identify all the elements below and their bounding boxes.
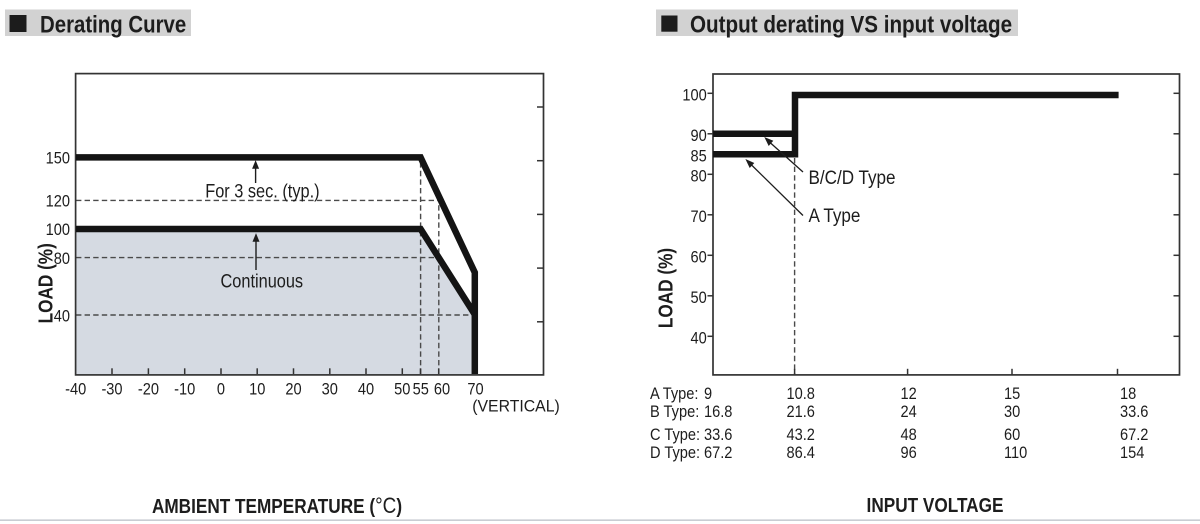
svg-text:A Type:: A Type: bbox=[650, 385, 698, 403]
svg-text:-30: -30 bbox=[101, 381, 122, 399]
svg-text:A Type: A Type bbox=[809, 205, 861, 226]
svg-text:-10: -10 bbox=[174, 381, 195, 399]
svg-text:40: 40 bbox=[358, 381, 374, 399]
svg-text:90: 90 bbox=[690, 127, 706, 145]
svg-text:30: 30 bbox=[322, 381, 338, 399]
svg-text:86.4: 86.4 bbox=[787, 444, 816, 462]
svg-text:40: 40 bbox=[54, 308, 70, 326]
svg-text:Continuous: Continuous bbox=[221, 270, 304, 291]
svg-text:80: 80 bbox=[54, 250, 70, 268]
svg-text:110: 110 bbox=[1004, 444, 1027, 462]
svg-text:10.8: 10.8 bbox=[787, 385, 816, 403]
svg-text:80: 80 bbox=[690, 168, 706, 186]
svg-text:100: 100 bbox=[46, 221, 71, 239]
svg-text:43.2: 43.2 bbox=[787, 426, 816, 444]
svg-text:B/C/D Type: B/C/D Type bbox=[809, 167, 896, 188]
svg-text:12: 12 bbox=[901, 385, 917, 403]
svg-text:LOAD (%): LOAD (%) bbox=[34, 243, 57, 323]
svg-text:70: 70 bbox=[690, 208, 706, 226]
svg-text:60: 60 bbox=[690, 249, 706, 267]
svg-text:50: 50 bbox=[394, 381, 410, 399]
svg-text:INPUT VOLTAGE: INPUT VOLTAGE bbox=[867, 494, 1004, 517]
svg-text:33.6: 33.6 bbox=[1120, 403, 1149, 421]
svg-text:85: 85 bbox=[690, 147, 706, 165]
svg-text:-20: -20 bbox=[138, 381, 159, 399]
svg-text:LOAD (%): LOAD (%) bbox=[654, 248, 677, 328]
svg-text:10: 10 bbox=[249, 381, 265, 399]
svg-text:48: 48 bbox=[901, 426, 917, 444]
svg-text:For 3 sec. (typ.): For 3 sec. (typ.) bbox=[205, 181, 319, 202]
svg-text:100: 100 bbox=[682, 87, 707, 105]
svg-text:B Type:: B Type: bbox=[650, 403, 699, 421]
svg-text:67.2: 67.2 bbox=[1120, 426, 1149, 444]
svg-text:70: 70 bbox=[467, 381, 483, 399]
svg-text:30: 30 bbox=[1004, 403, 1020, 421]
svg-text:18: 18 bbox=[1120, 385, 1136, 403]
svg-text:150: 150 bbox=[46, 150, 71, 168]
svg-text:C Type:: C Type: bbox=[650, 426, 700, 444]
svg-text:(VERTICAL): (VERTICAL) bbox=[472, 397, 560, 416]
svg-text:20: 20 bbox=[285, 381, 301, 399]
svg-text:Output derating VS input volta: Output derating VS input voltage bbox=[690, 11, 1012, 38]
svg-text:33.6: 33.6 bbox=[704, 426, 733, 444]
svg-text:D Type:: D Type: bbox=[650, 444, 700, 462]
svg-text:21.6: 21.6 bbox=[787, 403, 816, 421]
svg-text:96: 96 bbox=[901, 444, 917, 462]
svg-text:24: 24 bbox=[901, 403, 917, 421]
svg-text:AMBIENT TEMPERATURE (°C): AMBIENT TEMPERATURE (°C) bbox=[152, 494, 402, 519]
svg-text:120: 120 bbox=[46, 193, 71, 211]
svg-text:40: 40 bbox=[690, 330, 706, 348]
svg-text:0: 0 bbox=[217, 381, 225, 399]
svg-text:9: 9 bbox=[704, 385, 712, 403]
svg-text:Derating Curve: Derating Curve bbox=[40, 11, 186, 38]
svg-text:16.8: 16.8 bbox=[704, 403, 733, 421]
svg-text:15: 15 bbox=[1004, 385, 1020, 403]
svg-text:50: 50 bbox=[690, 289, 706, 307]
svg-text:154: 154 bbox=[1120, 444, 1145, 462]
svg-text:60: 60 bbox=[434, 381, 450, 399]
svg-text:-40: -40 bbox=[65, 381, 86, 399]
svg-text:55: 55 bbox=[413, 381, 429, 399]
svg-text:60: 60 bbox=[1004, 426, 1020, 444]
svg-text:67.2: 67.2 bbox=[704, 444, 733, 462]
